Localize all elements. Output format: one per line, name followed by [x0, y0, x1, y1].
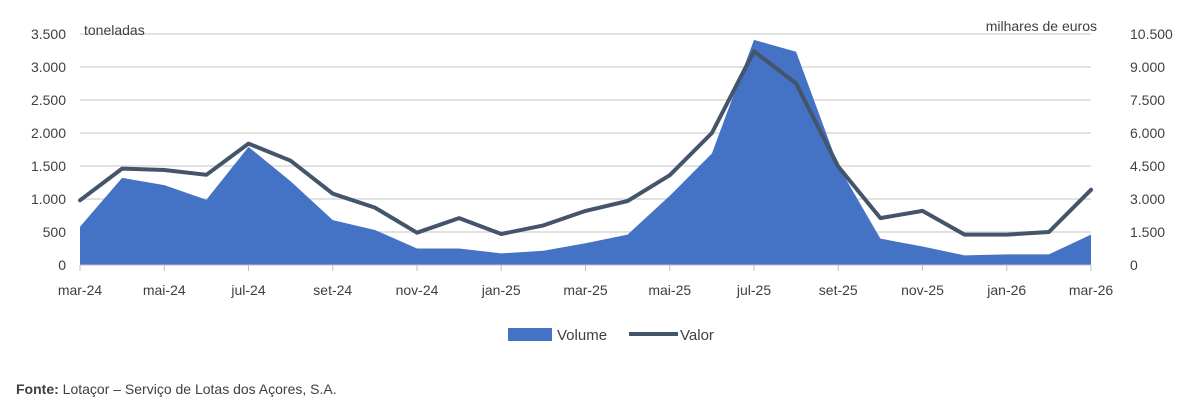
right-tick-label: 1.500	[1130, 224, 1165, 240]
x-axis: mar-24 mai-24 jul-24 set-24 nov-24 jan-25 mar-…	[58, 264, 1114, 298]
x-tick-label: set-25	[819, 282, 858, 298]
source-text: Lotaçor – Serviço de Lotas dos Açores, S…	[58, 381, 337, 397]
legend: Volume Valor	[508, 327, 714, 344]
left-tick-label: 3.500	[31, 26, 66, 42]
right-tick-label: 4.500	[1130, 158, 1165, 174]
left-axis-label: toneladas	[84, 22, 145, 38]
legend-valor-label: Valor	[680, 327, 714, 344]
left-tick-label: 500	[43, 224, 67, 240]
legend-volume-swatch	[508, 328, 552, 341]
x-tick-label: mar-24	[58, 282, 103, 298]
right-tick-label: 6.000	[1130, 125, 1165, 141]
left-tick-label: 2.500	[31, 92, 66, 108]
left-axis-ticks: 0 500 1.000 1.500 2.000 2.500 3.000 3.500	[31, 26, 66, 273]
right-tick-label: 3.000	[1130, 191, 1165, 207]
source-note: Fonte: Lotaçor – Serviço de Lotas dos Aç…	[16, 381, 337, 397]
source-prefix: Fonte:	[16, 381, 59, 397]
left-tick-label: 3.000	[31, 59, 66, 75]
x-tick-label: nov-24	[396, 282, 439, 298]
left-tick-label: 2.000	[31, 125, 66, 141]
legend-volume-label: Volume	[557, 327, 607, 344]
right-tick-label: 10.500	[1130, 26, 1173, 42]
x-tick-label: jul-25	[736, 282, 771, 298]
right-axis-label: milhares de euros	[986, 18, 1097, 34]
x-tick-label: jan-25	[481, 282, 521, 298]
x-tick-label: jul-24	[230, 282, 265, 298]
volume-area	[80, 39, 1091, 266]
x-tick-label: mai-25	[648, 282, 691, 298]
valor-points	[79, 51, 1092, 235]
left-tick-label: 1.000	[31, 191, 66, 207]
chart: 0 500 1.000 1.500 2.000 2.500 3.000 3.500 0 1.50…	[31, 18, 1173, 344]
x-tick-label: jan-26	[986, 282, 1026, 298]
x-tick-label: set-24	[313, 282, 352, 298]
left-tick-label: 1.500	[31, 158, 66, 174]
left-tick-label: 0	[58, 257, 66, 273]
right-tick-label: 9.000	[1130, 59, 1165, 75]
right-tick-label: 7.500	[1130, 92, 1165, 108]
right-axis-ticks: 0 1.500 3.000 4.500 6.000 7.500 9.000 10.500	[1130, 26, 1173, 273]
x-tick-label: mai-24	[143, 282, 186, 298]
x-tick-label: mar-26	[1069, 282, 1114, 298]
x-tick-label: mar-25	[563, 282, 608, 298]
x-tick-label: nov-25	[901, 282, 944, 298]
right-tick-label: 0	[1130, 257, 1138, 273]
